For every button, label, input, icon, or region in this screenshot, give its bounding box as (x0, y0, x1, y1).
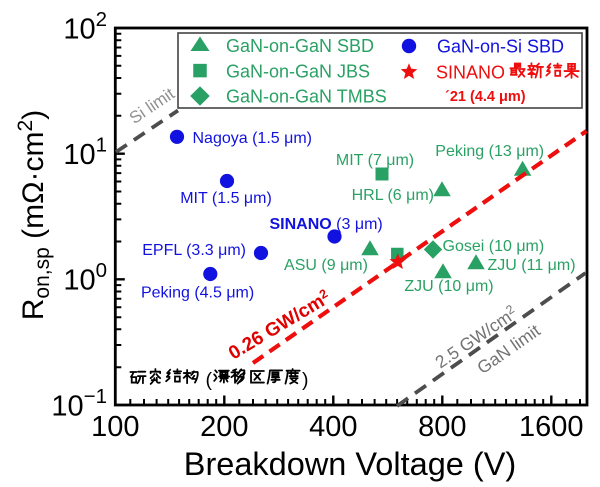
svg-text:EPFL (3.3 μm): EPFL (3.3 μm) (142, 242, 246, 259)
svg-text:800: 800 (418, 411, 466, 443)
svg-text:): ) (302, 369, 309, 391)
svg-text:ZJU (10 μm): ZJU (10 μm) (404, 278, 493, 295)
svg-text:HRL (6 μm): HRL (6 μm) (352, 187, 434, 204)
svg-text:1600: 1600 (519, 411, 584, 443)
svg-text:GaN-on-GaN TMBS: GaN-on-GaN TMBS (226, 87, 387, 107)
svg-text:GaN-on-GaN SBD: GaN-on-GaN SBD (226, 36, 374, 56)
svg-text:Ron,sp (mΩ·cm2): Ron,sp (mΩ·cm2) (14, 110, 54, 320)
svg-text:200: 200 (200, 411, 248, 443)
svg-text:Nagoya (1.5 μm): Nagoya (1.5 μm) (193, 130, 312, 147)
svg-text:MIT (1.5 μm): MIT (1.5 μm) (180, 190, 272, 207)
svg-text:400: 400 (309, 411, 357, 443)
svg-text:Gosei (10 μm): Gosei (10 μm) (443, 238, 545, 255)
svg-text:Peking (4.5 μm): Peking (4.5 μm) (141, 285, 254, 302)
svg-text:Peking (13 μm): Peking (13 μm) (435, 143, 544, 160)
svg-text:(: ( (206, 369, 213, 391)
svg-text:Breakdown Voltage (V): Breakdown Voltage (V) (184, 446, 516, 482)
svg-text:100: 100 (91, 411, 139, 443)
svg-text:102: 102 (63, 8, 107, 46)
svg-text:ASU (9 μm): ASU (9 μm) (284, 257, 368, 274)
svg-text:GaN-on-GaN JBS: GaN-on-GaN JBS (226, 62, 370, 82)
svg-text:´21 (4.4 μm): ´21 (4.4 μm) (445, 89, 526, 105)
svg-text:SINANO (3 μm): SINANO (3 μm) (270, 216, 383, 233)
svg-text:ZJU (11 μm): ZJU (11 μm) (488, 257, 576, 274)
svg-text:MIT (7 μm): MIT (7 μm) (336, 152, 414, 169)
svg-text:SINANO: SINANO (436, 63, 505, 83)
svg-text:10−1: 10−1 (51, 385, 107, 423)
svg-text:GaN-on-Si SBD: GaN-on-Si SBD (437, 37, 564, 57)
